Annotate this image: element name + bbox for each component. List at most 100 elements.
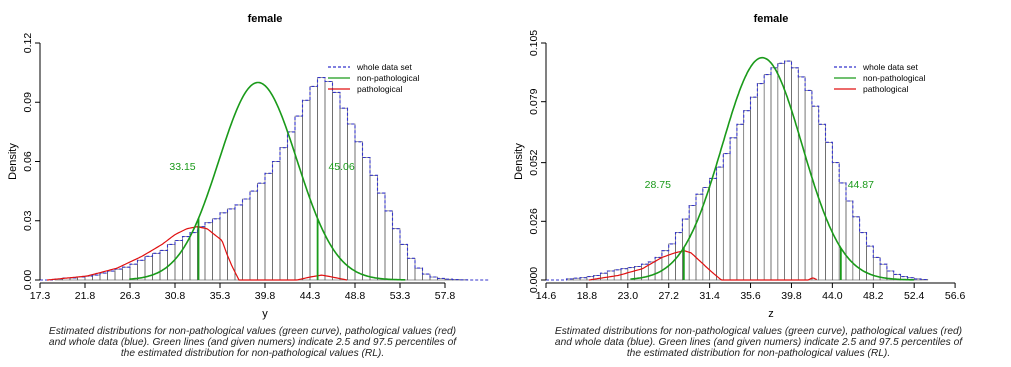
- x-axis-label: y: [262, 308, 268, 320]
- histogram-bar: [99, 272, 108, 281]
- x-tick-label: 18.8: [577, 290, 598, 302]
- legend-label: whole data set: [862, 62, 918, 72]
- x-tick-label: 23.0: [618, 290, 639, 302]
- x-tick-label: 26.3: [120, 290, 141, 302]
- histogram-bar: [384, 210, 393, 281]
- y-tick-label: 0.12: [22, 33, 34, 54]
- histogram-bar: [264, 173, 273, 281]
- y-tick-label: 0.000: [528, 267, 540, 293]
- x-tick-label: 48.2: [863, 290, 884, 302]
- x-tick-label: 17.3: [30, 290, 51, 302]
- x-tick-label: 52.4: [904, 290, 925, 302]
- histogram-bar: [600, 272, 608, 281]
- histogram-bar: [332, 92, 341, 281]
- legend-label: pathological: [357, 84, 402, 94]
- caption-line-3: the estimated distribution for non-patho…: [120, 348, 385, 359]
- chart-caption-left: Estimated distributions for non-patholog…: [0, 326, 505, 359]
- caption-line-1: Estimated distributions for non-patholog…: [554, 326, 963, 337]
- chart-panel-left: female 33.15 45.06 17.3 21.8 26.3 30.8 35.3 39.8…: [0, 0, 505, 367]
- x-tick-label: 39.8: [781, 290, 802, 302]
- histogram-bar: [414, 267, 423, 281]
- histogram-bar: [743, 110, 751, 281]
- histogram-bar: [675, 232, 683, 281]
- percentile-label-97-5: 45.06: [328, 161, 354, 173]
- histogram-bar: [234, 204, 243, 281]
- percentile-label-2-5: 28.75: [645, 179, 671, 191]
- histogram-bar: [294, 115, 303, 281]
- y-tick-label: 0.026: [528, 208, 540, 234]
- histogram-bar: [189, 232, 198, 281]
- histogram-bar: [279, 147, 288, 281]
- histogram-bar: [152, 253, 161, 281]
- y-tick-label: 0.03: [22, 210, 34, 231]
- histogram-bar: [407, 257, 416, 281]
- histogram-bar: [791, 67, 799, 281]
- x-tick-label: 57.8: [435, 290, 456, 302]
- histogram-bar: [392, 228, 401, 281]
- x-tick-label: 44.0: [822, 290, 843, 302]
- chart-title: female: [754, 13, 789, 25]
- x-tick-label: 39.8: [255, 290, 276, 302]
- histogram-bar: [797, 76, 806, 281]
- histogram-bar: [347, 123, 356, 281]
- caption-line-3: the estimated distribution for non-patho…: [626, 348, 891, 359]
- chart-svg-right: female 28.75 44.87 14.6 18.8 23.0 27.2 31.4 35.6…: [513, 13, 966, 320]
- legend-label: non-pathological: [357, 73, 419, 83]
- percentile-label-2-5: 33.15: [169, 161, 195, 173]
- x-tick-label: 30.8: [165, 290, 186, 302]
- y-tick-label: 0.079: [528, 88, 540, 114]
- histogram-bar: [242, 198, 251, 281]
- histogram-bar: [757, 83, 765, 281]
- y-tick-label: 0.00: [22, 270, 34, 291]
- y-tick-label: 0.09: [22, 92, 34, 113]
- histogram-bar: [122, 266, 131, 281]
- x-tick-label: 27.2: [659, 290, 680, 302]
- histogram-bar: [763, 74, 772, 281]
- x-axis-label: z: [768, 308, 774, 320]
- histogram-bar: [422, 273, 431, 281]
- histogram-bar: [377, 192, 386, 281]
- histogram-bar: [770, 67, 779, 281]
- y-tick-label: 0.105: [528, 30, 540, 56]
- histogram-bar: [845, 200, 854, 281]
- series-pathological: [588, 250, 818, 281]
- histogram-bar: [309, 86, 318, 281]
- x-tick-label: 35.6: [740, 290, 761, 302]
- histogram-bar: [722, 153, 731, 281]
- x-tick-label: 48.8: [345, 290, 366, 302]
- histogram-bar: [257, 182, 266, 281]
- series-pathological: [46, 226, 348, 281]
- histogram-bar: [607, 270, 615, 281]
- histogram-bar: [317, 77, 326, 281]
- y-tick-label: 0.06: [22, 151, 34, 172]
- x-tick-label: 56.6: [945, 290, 966, 302]
- histogram-bar: [804, 90, 813, 281]
- legend-label: whole data set: [356, 62, 412, 72]
- series-non-pathological: [630, 56, 914, 281]
- x-tick-label: 35.3: [210, 290, 231, 302]
- histogram-bar: [324, 81, 333, 281]
- histogram-bar: [777, 63, 785, 281]
- histogram-bar: [362, 157, 371, 281]
- histogram-bar: [716, 166, 724, 281]
- histogram-bar: [688, 205, 697, 281]
- histogram-bar: [92, 274, 101, 281]
- histogram-bar: [750, 96, 758, 281]
- histogram-bar: [852, 216, 860, 281]
- x-tick-label: 53.3: [390, 290, 411, 302]
- histogram-bar: [287, 131, 296, 281]
- histogram-bar: [204, 222, 213, 281]
- legend-label: pathological: [863, 84, 908, 94]
- percentile-label-97-5: 44.87: [848, 179, 874, 191]
- x-tick-label: 31.4: [699, 290, 720, 302]
- histogram-bar: [129, 263, 138, 281]
- histogram-bar: [159, 250, 168, 281]
- y-tick-label: 0.052: [528, 149, 540, 175]
- x-tick-label: 14.6: [536, 290, 557, 302]
- histogram-bar: [825, 142, 833, 281]
- histogram-bar: [709, 178, 717, 281]
- histogram-bar: [729, 137, 738, 281]
- x-tick-label: 44.3: [300, 290, 321, 302]
- caption-line-2: and whole data (blue). Green lines (and …: [48, 337, 457, 348]
- histogram-bar: [354, 141, 363, 281]
